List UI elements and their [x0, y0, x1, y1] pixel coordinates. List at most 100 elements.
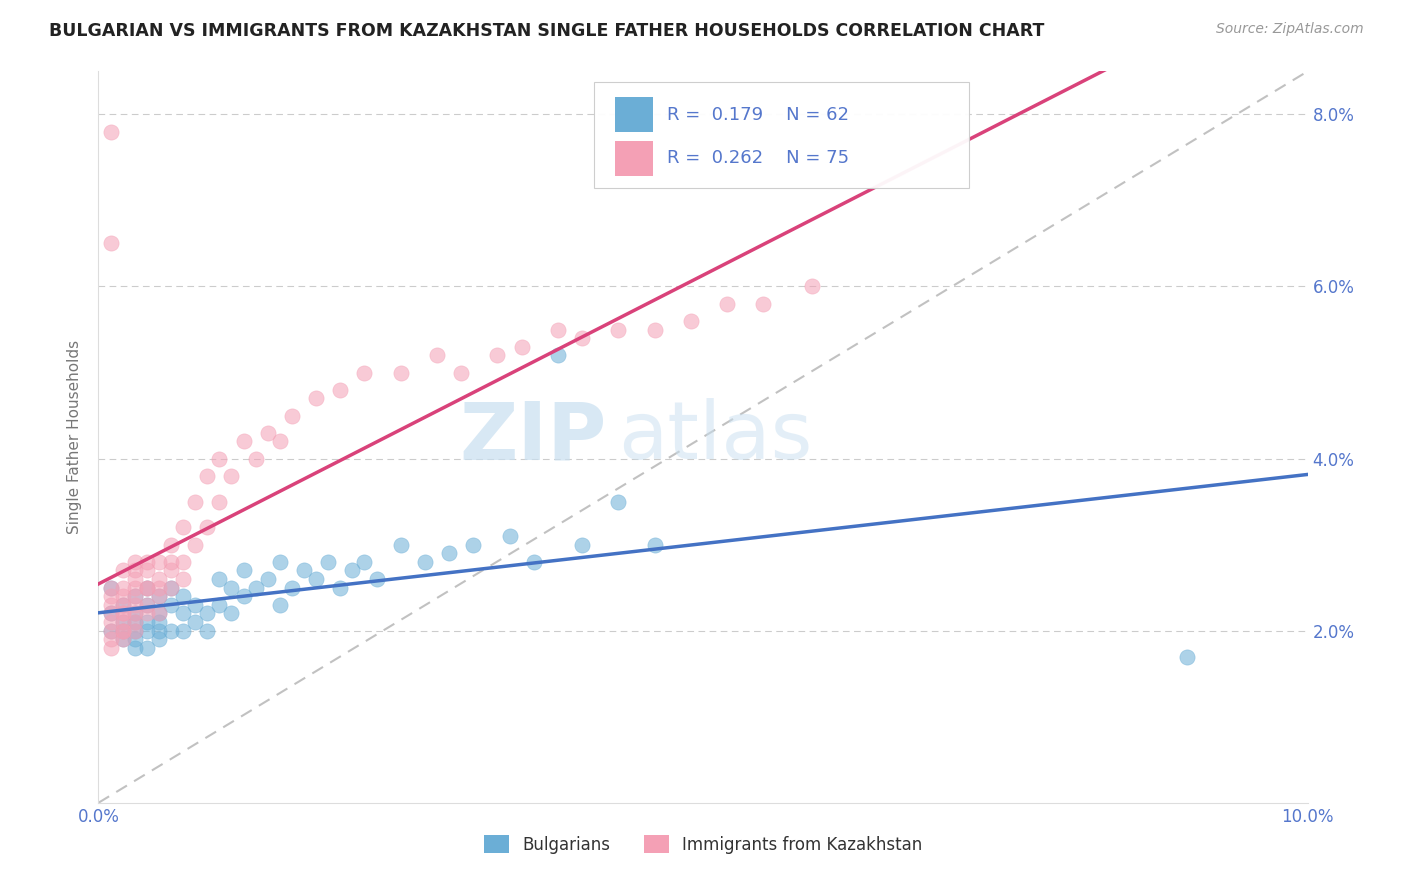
Point	[100, 581, 122, 595]
Point	[305, 392, 328, 406]
Point	[124, 624, 146, 638]
Point	[571, 538, 593, 552]
Point	[111, 632, 134, 647]
Point	[1175, 649, 1198, 664]
Point	[329, 581, 352, 595]
Point	[160, 624, 183, 638]
Point	[111, 615, 134, 629]
Point	[135, 598, 157, 612]
Point	[329, 383, 352, 397]
Point	[124, 589, 146, 603]
Point	[111, 624, 134, 638]
Point	[172, 520, 194, 534]
Point	[100, 632, 122, 647]
Point	[389, 538, 412, 552]
Point	[148, 555, 170, 569]
Point	[124, 607, 146, 621]
Point	[716, 296, 738, 310]
Point	[100, 236, 122, 251]
Point	[111, 624, 134, 638]
Point	[353, 555, 375, 569]
Point	[281, 409, 304, 423]
Point	[100, 598, 122, 612]
Point	[195, 607, 218, 621]
Point	[607, 322, 630, 336]
Point	[124, 624, 146, 638]
Point	[124, 640, 146, 655]
Point	[232, 564, 254, 578]
Y-axis label: Single Father Households: Single Father Households	[67, 340, 83, 534]
Point	[644, 322, 666, 336]
Point	[269, 555, 291, 569]
Point	[124, 615, 146, 629]
Point	[100, 624, 122, 638]
Point	[135, 624, 157, 638]
Point	[426, 348, 449, 362]
Point	[172, 572, 194, 586]
Text: ZIP: ZIP	[458, 398, 606, 476]
Point	[124, 607, 146, 621]
Point	[256, 425, 278, 440]
Point	[135, 555, 157, 569]
Point	[184, 615, 207, 629]
Point	[148, 632, 170, 647]
Point	[100, 615, 122, 629]
Point	[160, 555, 183, 569]
Point	[437, 546, 460, 560]
Text: Source: ZipAtlas.com: Source: ZipAtlas.com	[1216, 22, 1364, 37]
Point	[523, 555, 546, 569]
Point	[124, 581, 146, 595]
Point	[111, 581, 134, 595]
Point	[148, 615, 170, 629]
Point	[316, 555, 339, 569]
Point	[148, 572, 170, 586]
Point	[111, 598, 134, 612]
Point	[111, 564, 134, 578]
Point	[195, 468, 218, 483]
Point	[184, 598, 207, 612]
Point	[124, 564, 146, 578]
Point	[111, 589, 134, 603]
Point	[124, 589, 146, 603]
Point	[172, 555, 194, 569]
Point	[498, 529, 520, 543]
Point	[486, 348, 509, 362]
Point	[221, 468, 243, 483]
Point	[752, 296, 775, 310]
Point	[195, 520, 218, 534]
Point	[221, 581, 243, 595]
Point	[172, 607, 194, 621]
Point	[111, 598, 134, 612]
FancyBboxPatch shape	[595, 82, 969, 188]
Bar	[614, 141, 654, 176]
Point	[100, 581, 122, 595]
Point	[100, 125, 122, 139]
Point	[353, 366, 375, 380]
Point	[160, 538, 183, 552]
Point	[135, 607, 157, 621]
Point	[547, 348, 569, 362]
Point	[100, 607, 122, 621]
Point	[148, 581, 170, 595]
Point	[269, 598, 291, 612]
Point	[160, 564, 183, 578]
Point	[100, 607, 122, 621]
Point	[124, 615, 146, 629]
Text: atlas: atlas	[619, 398, 813, 476]
Point	[100, 624, 122, 638]
Point	[135, 640, 157, 655]
Point	[124, 572, 146, 586]
Point	[221, 607, 243, 621]
Point	[184, 494, 207, 508]
Point	[450, 366, 472, 380]
Point	[135, 581, 157, 595]
Point	[160, 581, 183, 595]
Point	[111, 615, 134, 629]
Point	[135, 581, 157, 595]
Point	[208, 494, 231, 508]
Point	[510, 340, 533, 354]
Point	[245, 581, 267, 595]
Point	[111, 632, 134, 647]
Point	[172, 624, 194, 638]
Point	[208, 598, 231, 612]
